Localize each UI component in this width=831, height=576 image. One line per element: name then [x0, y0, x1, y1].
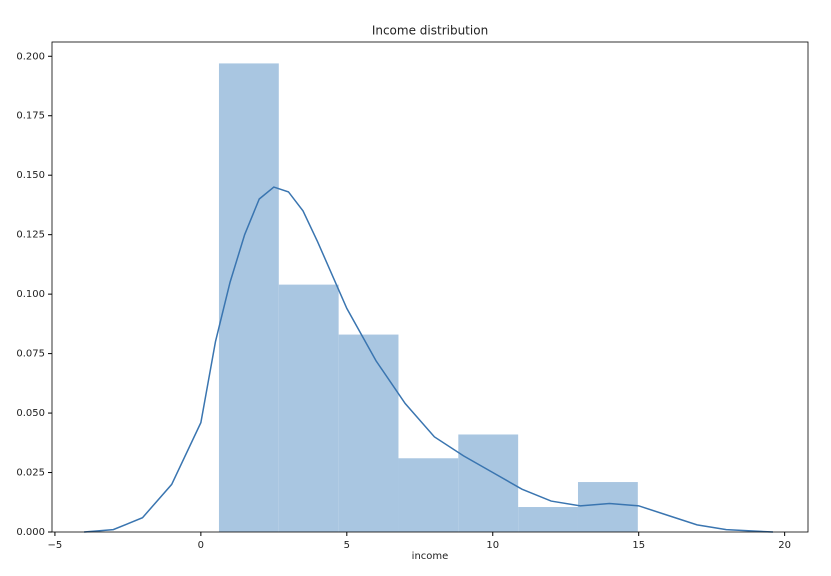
x-tick-label: 5 — [344, 540, 350, 551]
x-tick-label: 20 — [778, 540, 791, 551]
y-tick-label: 0.075 — [16, 349, 45, 360]
bar — [577, 482, 638, 532]
bar — [338, 334, 399, 532]
bar — [518, 507, 578, 532]
bar — [458, 434, 519, 532]
y-tick-label: 0.025 — [16, 468, 45, 479]
bar — [278, 284, 339, 532]
y-tick-label: 0.150 — [16, 170, 45, 181]
y-tick-label: 0.125 — [16, 230, 45, 241]
x-tick-label: 10 — [486, 540, 499, 551]
bar — [218, 63, 279, 532]
y-tick-label: 0.175 — [16, 111, 45, 122]
x-tick-label: −5 — [48, 540, 63, 551]
chart-title: Income distribution — [372, 24, 488, 38]
plot-frame — [51, 41, 809, 533]
kde-line — [84, 186, 774, 533]
y-tick-label: 0.000 — [16, 527, 45, 538]
x-axis-label: income — [412, 551, 449, 562]
y-tick-label: 0.050 — [16, 408, 45, 419]
x-tick-label: 15 — [632, 540, 645, 551]
y-tick-label: 0.100 — [16, 289, 45, 300]
bar — [398, 458, 459, 532]
x-tick-label: 0 — [198, 540, 204, 551]
y-tick-label: 0.200 — [16, 51, 45, 62]
